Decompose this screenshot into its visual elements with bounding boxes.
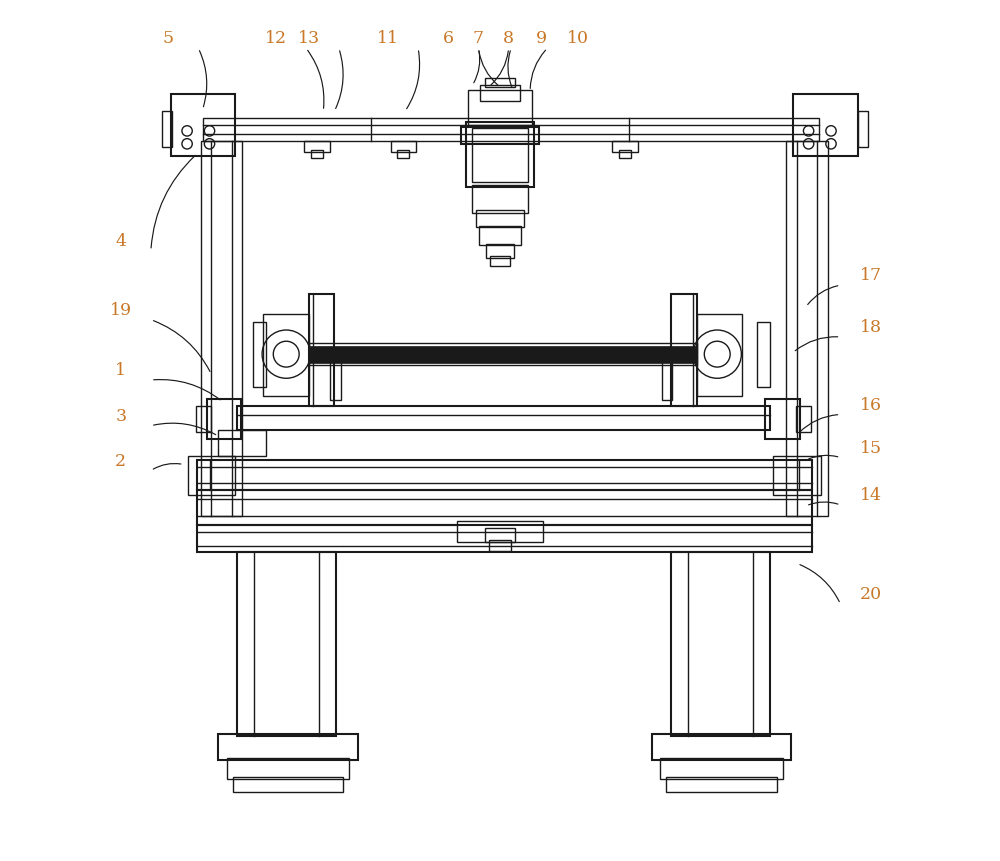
Bar	[479, 226, 521, 245]
Bar	[304, 142, 330, 152]
Bar	[480, 86, 520, 102]
Bar	[253, 323, 266, 387]
Text: 10: 10	[567, 30, 589, 47]
Bar	[197, 461, 812, 491]
Bar	[697, 314, 742, 396]
Bar	[309, 344, 697, 366]
Bar	[171, 95, 235, 157]
Bar	[612, 142, 638, 152]
Bar	[237, 553, 336, 736]
Bar	[757, 323, 770, 387]
Bar	[796, 406, 811, 432]
Text: 11: 11	[377, 30, 399, 47]
Bar	[666, 777, 777, 792]
Bar	[490, 257, 510, 267]
Bar	[201, 142, 242, 517]
Bar	[652, 734, 791, 760]
Text: 7: 7	[473, 30, 484, 47]
Bar	[472, 186, 528, 214]
Bar	[476, 211, 524, 228]
Text: 4: 4	[115, 232, 126, 250]
Bar	[397, 151, 409, 159]
Bar	[662, 362, 672, 400]
Text: 5: 5	[163, 30, 174, 47]
Text: 20: 20	[860, 585, 882, 603]
Bar	[858, 112, 868, 148]
Bar	[486, 245, 514, 258]
Bar	[311, 151, 323, 159]
Bar	[472, 129, 528, 183]
Bar	[466, 123, 534, 188]
Text: 18: 18	[860, 319, 882, 336]
Text: 3: 3	[115, 407, 126, 424]
Text: 2: 2	[115, 452, 126, 469]
Text: 17: 17	[860, 267, 882, 284]
Bar	[218, 430, 266, 456]
Bar	[188, 456, 235, 495]
Bar	[468, 91, 532, 126]
Bar	[218, 734, 358, 760]
Text: 6: 6	[443, 30, 454, 47]
Bar	[660, 759, 783, 779]
Bar	[485, 529, 515, 542]
Bar	[773, 456, 821, 495]
Bar	[489, 541, 511, 551]
Text: 12: 12	[265, 30, 287, 47]
Bar	[227, 759, 349, 779]
Bar	[309, 294, 334, 406]
Bar	[237, 406, 770, 430]
Bar	[671, 294, 697, 406]
Bar	[461, 127, 539, 145]
Bar	[162, 112, 172, 148]
Text: 9: 9	[536, 30, 547, 47]
Bar	[786, 142, 828, 517]
Bar	[671, 553, 770, 736]
Bar	[263, 314, 309, 396]
Text: 15: 15	[860, 439, 882, 456]
Bar	[619, 151, 631, 159]
Bar	[793, 95, 858, 157]
Bar	[330, 362, 341, 400]
Text: 14: 14	[860, 486, 882, 504]
Bar	[196, 406, 211, 432]
Text: 8: 8	[503, 30, 514, 47]
Bar	[457, 521, 543, 542]
Bar	[197, 491, 812, 525]
Bar	[207, 400, 241, 439]
Text: 16: 16	[860, 396, 882, 413]
Text: 19: 19	[110, 301, 132, 319]
Bar	[391, 142, 416, 152]
Bar	[765, 400, 800, 439]
Text: 1: 1	[115, 362, 126, 379]
Bar	[309, 346, 697, 363]
Text: 13: 13	[298, 30, 320, 47]
Bar	[197, 525, 812, 553]
Bar	[233, 777, 343, 792]
Bar	[485, 79, 515, 88]
Bar	[203, 119, 819, 142]
